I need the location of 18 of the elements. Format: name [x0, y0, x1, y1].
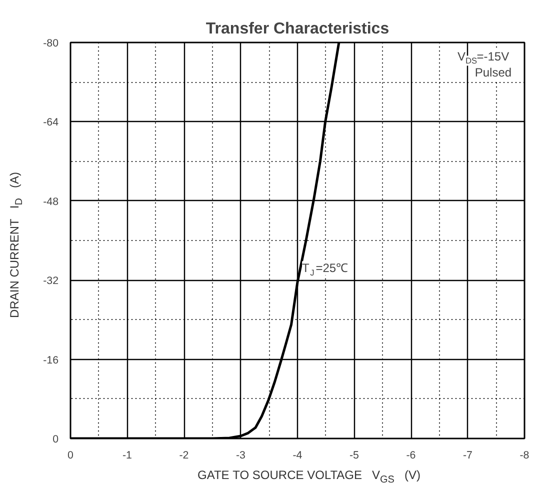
x-axis-title: GATE TO SOURCE VOLTAGE V$_{GS}$ (V) — [198, 467, 420, 488]
x-tick-label: -3 — [236, 450, 246, 462]
x-tick-label: -5 — [350, 450, 360, 462]
y-tick-label: -16 — [43, 354, 59, 366]
x-tick-label: -7 — [463, 450, 473, 462]
x-tick-label: -1 — [122, 450, 132, 462]
x-tick-label: -8 — [520, 450, 530, 462]
x-tick-label: -2 — [179, 450, 189, 462]
y-tick-label: -64 — [43, 116, 59, 129]
x-tick-label: -6 — [406, 450, 416, 462]
x-tick-label: -4 — [292, 450, 302, 462]
x-tick-label: 0 — [68, 450, 74, 462]
y-tick-label: -80 — [43, 38, 59, 50]
y-tick-label: -32 — [43, 275, 59, 288]
y-tick-label: -48 — [43, 196, 59, 208]
y-tick-label: 0 — [52, 434, 59, 446]
annotation: Pulsed — [474, 66, 512, 80]
chart-title: Transfer Characteristics — [206, 20, 390, 38]
